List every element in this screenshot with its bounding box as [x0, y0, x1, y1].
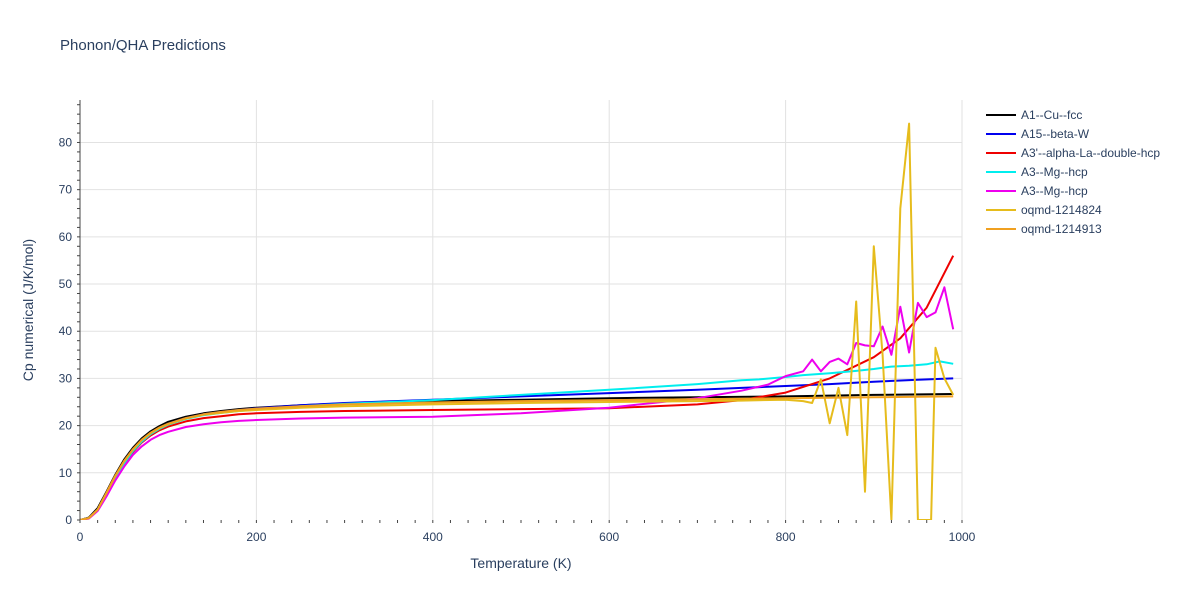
legend-item[interactable]: A3'--alpha-La--double-hcp [986, 146, 1160, 160]
series-line-6 [80, 395, 954, 520]
y-tick-label: 70 [59, 183, 73, 197]
y-tick-label: 30 [59, 371, 73, 385]
y-tick-label: 60 [59, 230, 73, 244]
y-tick-label: 40 [59, 324, 73, 338]
x-tick-label: 200 [246, 530, 266, 544]
legend-label: A15--beta-W [1021, 127, 1090, 141]
legend-item[interactable]: oqmd-1214913 [986, 222, 1102, 236]
x-tick-label: 800 [776, 530, 796, 544]
gridlines [77, 100, 963, 523]
x-tick-label: 600 [599, 530, 619, 544]
series-line-5 [80, 122, 955, 520]
y-tick-label: 20 [59, 419, 73, 433]
legend-item[interactable]: A3--Mg--hcp [986, 184, 1088, 198]
legend-label: A1--Cu--fcc [1021, 108, 1082, 122]
legend-label: A3--Mg--hcp [1021, 184, 1088, 198]
x-tick-label: 1000 [949, 530, 976, 544]
y-tick-label: 80 [59, 135, 73, 149]
x-tick-label: 400 [423, 530, 443, 544]
x-axis-title: Temperature (K) [470, 555, 571, 571]
legend-item[interactable]: A15--beta-W [986, 127, 1090, 141]
legend-item[interactable]: A3--Mg--hcp [986, 165, 1088, 179]
y-tick-label: 50 [59, 277, 73, 291]
x-tick-label: 0 [77, 530, 84, 544]
y-axis-title: Cp numerical (J/K/mol) [20, 239, 36, 381]
chart-title: Phonon/QHA Predictions [60, 37, 226, 54]
legend[interactable]: A1--Cu--fcc A15--beta-W A3'--alpha-La--dou… [986, 108, 1160, 236]
y-tick-label: 0 [65, 513, 72, 527]
y-tick-label: 10 [59, 466, 73, 480]
legend-item[interactable]: oqmd-1214824 [986, 203, 1102, 217]
legend-label: oqmd-1214913 [1021, 222, 1102, 236]
legend-item[interactable]: A1--Cu--fcc [986, 108, 1082, 122]
legend-label: oqmd-1214824 [1021, 203, 1102, 217]
tick-labels: 0 200 400 600 800 1000 0 10 20 30 40 50 60 70 80 [59, 135, 976, 544]
legend-label: A3'--alpha-La--double-hcp [1021, 146, 1160, 160]
series-lines [80, 122, 955, 520]
legend-label: A3--Mg--hcp [1021, 165, 1088, 179]
